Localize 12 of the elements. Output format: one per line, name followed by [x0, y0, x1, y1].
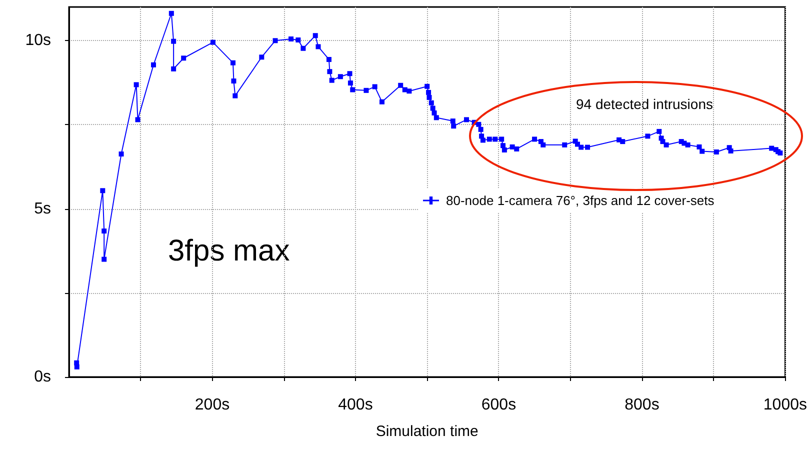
- annotation: 3fps max: [168, 234, 290, 268]
- y-tick-label: 10s: [25, 32, 51, 50]
- y-tick-label: 5s: [34, 200, 51, 218]
- y-tick-label: 0s: [34, 368, 51, 386]
- x-tick-label: 400s: [338, 396, 373, 414]
- x-tick-label: 600s: [481, 396, 516, 414]
- x-axis-title: Simulation time: [376, 423, 478, 440]
- legend-label: 80-node 1-camera 76°, 3fps and 12 cover-sets: [446, 193, 715, 208]
- x-tick-label: 1000s: [763, 396, 807, 414]
- x-tick-label: 800s: [624, 396, 660, 414]
- x-tick-label: 200s: [194, 396, 230, 414]
- annotation: 94 detected intrusions: [576, 96, 713, 112]
